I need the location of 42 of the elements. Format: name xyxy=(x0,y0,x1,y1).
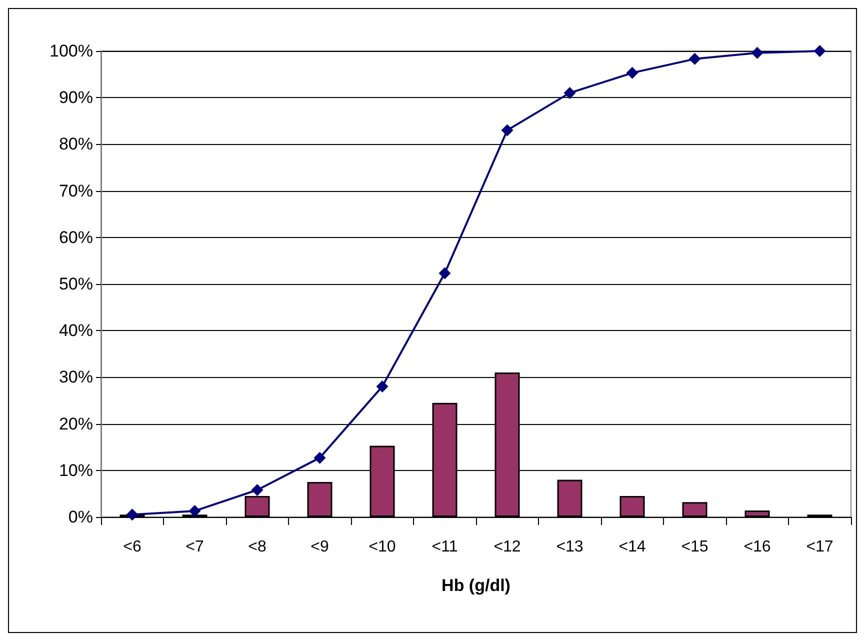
point xyxy=(251,484,264,496)
y-tick-label: 10% xyxy=(58,460,93,480)
bar xyxy=(682,502,708,517)
x-tick-label: <11 xyxy=(432,538,458,556)
y-tick-label: 30% xyxy=(58,368,93,387)
point xyxy=(688,52,701,65)
bar xyxy=(620,496,645,517)
y-tick-label: 90% xyxy=(58,88,93,108)
y-tick-label: 40% xyxy=(58,321,93,340)
y-tick-label: 60% xyxy=(58,228,93,247)
y-tick-label: 50% xyxy=(58,274,93,294)
x-axis-title: Hb (g/dl) xyxy=(442,576,510,595)
x-tick-label: <14 xyxy=(618,538,646,556)
point xyxy=(751,46,764,59)
point xyxy=(564,86,576,99)
x-tick-label: <15 xyxy=(681,538,708,556)
y-tick-label: 80% xyxy=(58,134,93,154)
x-tick-label: <13 xyxy=(556,538,584,556)
y-tick-label: 20% xyxy=(58,414,93,434)
point xyxy=(188,504,201,517)
y-tick-label: 70% xyxy=(58,181,93,200)
bar xyxy=(557,480,582,517)
bar xyxy=(244,496,270,517)
x-tick-label: <16 xyxy=(744,538,771,556)
point xyxy=(438,267,451,280)
bar xyxy=(744,510,770,517)
x-tick-label: <8 xyxy=(248,538,266,556)
y-tick-label: 0% xyxy=(68,508,93,526)
x-tick-label: <12 xyxy=(494,538,521,556)
x-tick-label: <17 xyxy=(806,538,834,556)
bar xyxy=(307,482,332,517)
x-tick-label: <7 xyxy=(186,538,204,556)
y-tick-label: 100% xyxy=(50,42,93,60)
point xyxy=(376,380,388,393)
point xyxy=(126,508,138,521)
point xyxy=(314,452,326,464)
point xyxy=(501,124,514,136)
point xyxy=(814,45,826,57)
point xyxy=(626,66,638,79)
x-tick-label: <9 xyxy=(310,538,329,556)
x-tick-label: <6 xyxy=(123,538,142,556)
x-tick-label: <10 xyxy=(368,538,396,556)
